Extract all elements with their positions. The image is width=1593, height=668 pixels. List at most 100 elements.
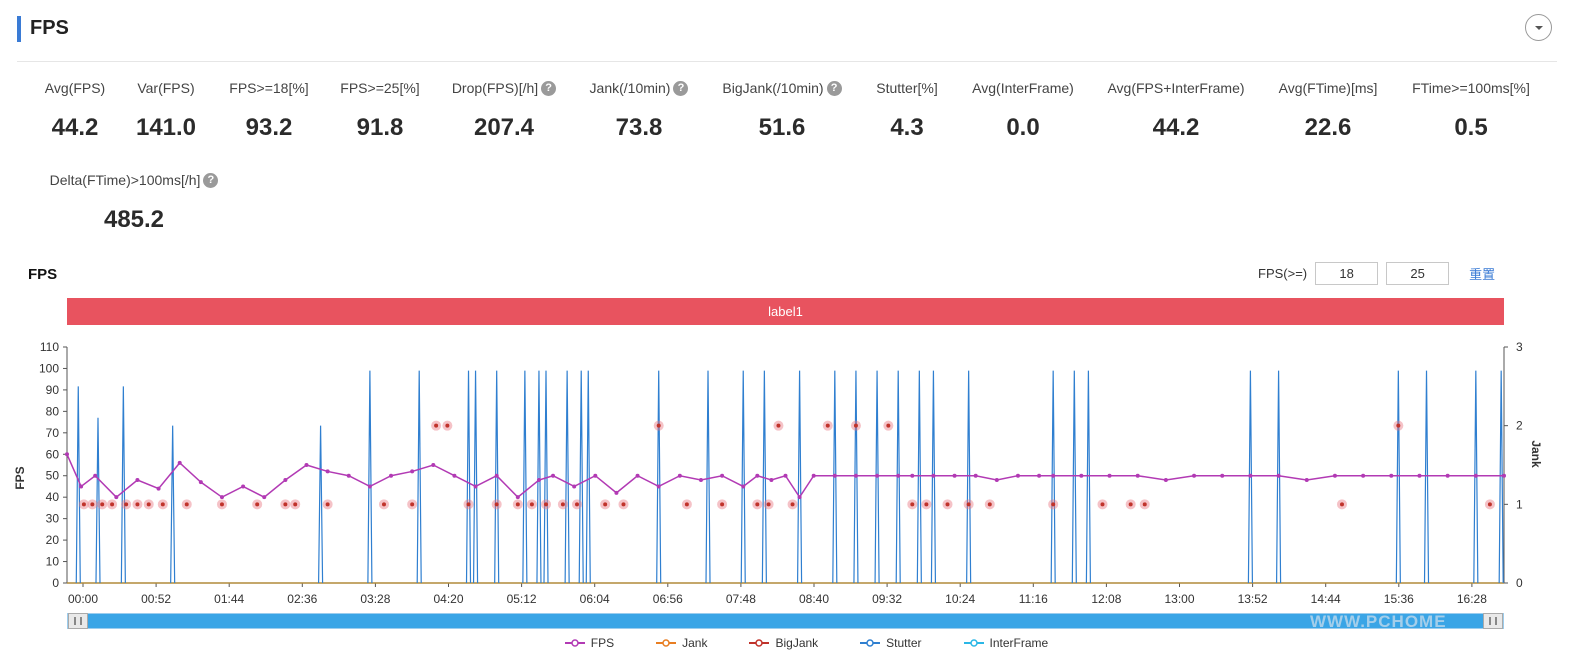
metric-label: Delta(FTime)>100ms[/h]? (34, 172, 234, 188)
metric-value: 91.8 (356, 114, 404, 141)
y-tick-label: 90 (46, 383, 60, 397)
fps-point (1051, 473, 1056, 478)
y2-tick-label: 3 (1516, 340, 1523, 354)
metric-value: 44.2 (1152, 114, 1200, 141)
x-tick-label: 13:52 (1238, 592, 1268, 606)
metric-card: Var(FPS) 141.0 (66, 80, 266, 142)
help-icon[interactable]: ? (826, 80, 842, 96)
fps-point (452, 473, 457, 478)
timeline-scrollbar[interactable] (67, 613, 1504, 629)
metric-label: Avg(FPS+InterFrame) (1076, 80, 1276, 96)
x-tick-label: 16:28 (1457, 592, 1487, 606)
jank-marker-dot (110, 502, 115, 507)
jank-marker-dot (776, 423, 781, 428)
stutter-spike (536, 370, 542, 584)
threshold-high-input[interactable] (1386, 261, 1450, 285)
jank-marker-dot (434, 423, 439, 428)
stutter-spike (874, 370, 880, 584)
metric-card: Avg(FTime)[ms] 22.6 (1228, 80, 1428, 142)
jank-marker-dot (529, 502, 534, 507)
metric-value: 73.8 (615, 114, 663, 141)
stutter-spike (966, 370, 972, 584)
fps-point (931, 473, 936, 478)
legend-item[interactable]: InterFrame (944, 636, 1048, 650)
fps-point (593, 473, 598, 478)
metric-label-text: FPS>=25[%] (340, 80, 420, 96)
help-icon[interactable]: ? (541, 80, 557, 96)
jank-marker-dot (603, 502, 608, 507)
y-tick-label: 50 (46, 469, 60, 483)
help-icon[interactable]: ? (203, 172, 219, 188)
metric-value: 0.0 (1006, 114, 1040, 141)
reset-link[interactable]: 重置 (1469, 266, 1496, 282)
jank-marker-dot (515, 502, 520, 507)
stutter-spike (1498, 370, 1504, 584)
x-tick-label: 00:00 (68, 592, 98, 606)
jank-marker-dot (1339, 502, 1344, 507)
metric-label: Var(FPS) (66, 80, 266, 96)
watermark: WWW.PCHOME (1310, 612, 1447, 631)
jank-marker-dot (853, 423, 858, 428)
metric-card: FPS>=18[%] 93.2 (169, 80, 369, 142)
stutter-spike (930, 370, 937, 584)
metric-label: FPS>=18[%] (169, 80, 369, 96)
metric-label-text: Avg(InterFrame) (972, 80, 1074, 96)
jank-marker-dot (494, 502, 499, 507)
jank-marker-dot (1396, 423, 1401, 428)
stutter-spike (705, 370, 711, 584)
scrollbar-left-handle[interactable] (68, 613, 88, 629)
jank-marker-dot (146, 502, 151, 507)
stutter-spike (1071, 370, 1077, 584)
help-icon[interactable]: ? (673, 80, 689, 96)
fps-point (283, 478, 288, 483)
fps-point (1135, 473, 1140, 478)
x-tick-label: 07:48 (726, 592, 756, 606)
metric-card: Stutter[%] 4.3 (807, 80, 1007, 142)
fps-point (1473, 473, 1478, 478)
jank-marker-dot (684, 502, 689, 507)
jank-marker-dot (924, 502, 929, 507)
stutter-spike (564, 370, 570, 584)
metric-value: 207.4 (473, 114, 535, 141)
y-tick-label: 10 (46, 555, 60, 569)
collapse-button[interactable] (1525, 14, 1552, 41)
fps-point (994, 478, 999, 483)
scrollbar-right-handle[interactable] (1483, 613, 1503, 629)
fps-point (720, 473, 725, 478)
y2-tick-label: 2 (1516, 419, 1523, 433)
fps-chart[interactable]: 0 10 20 30 40 50 60 70 80 90 100 110 0 1 2 3 00:00 00:52 0… (0, 330, 1593, 615)
legend-item[interactable]: FPS (545, 636, 614, 650)
fps-point (1079, 473, 1084, 478)
fps-point (1332, 473, 1337, 478)
x-tick-label: 12:08 (1091, 592, 1121, 606)
stutter-spike (75, 386, 81, 584)
metric-label-text: Var(FPS) (137, 80, 195, 96)
fps-point (1248, 473, 1253, 478)
fps-point (896, 473, 901, 478)
stutter-spike (120, 386, 126, 584)
legend-item[interactable]: Jank (636, 636, 707, 650)
legend-item[interactable]: Stutter (840, 636, 922, 650)
legend-label: BigJank (775, 636, 819, 650)
metric-label-text: Delta(FTime)>100ms[/h] (49, 172, 201, 188)
legend-item[interactable]: BigJank (729, 636, 818, 650)
jank-marker-dot (886, 423, 891, 428)
fps-point (515, 495, 520, 500)
fps-point (853, 473, 858, 478)
fps-point (494, 473, 499, 478)
jank-marker-dot (1128, 502, 1133, 507)
fps-point (1361, 473, 1366, 478)
threshold-low-input[interactable] (1315, 261, 1379, 285)
jank-marker-dot (621, 502, 626, 507)
fps-point (635, 473, 640, 478)
fps-point (677, 473, 682, 478)
fps-threshold-controls: FPS(>=) 重置 (1258, 261, 1495, 285)
stutter-spike (585, 370, 591, 584)
label-band[interactable]: label1 (67, 298, 1504, 325)
fps-point (219, 495, 224, 500)
jank-marker-dot (945, 502, 950, 507)
metric-label: Stutter[%] (807, 80, 1007, 96)
fps-point (389, 473, 394, 478)
fps-point (431, 463, 436, 467)
fps-point (65, 452, 69, 457)
